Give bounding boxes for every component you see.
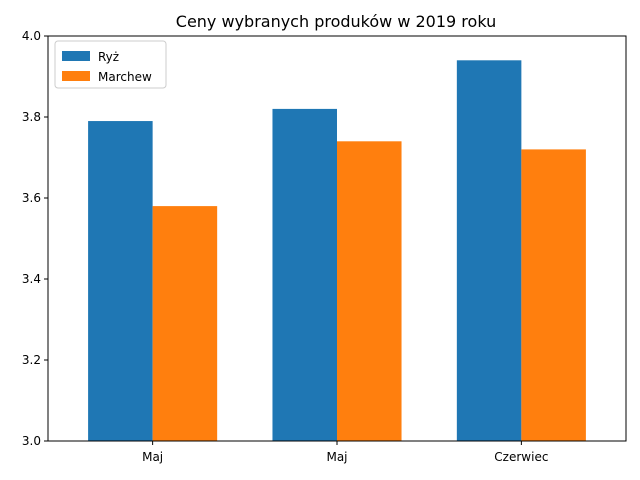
bar-ry-2 — [456, 60, 522, 442]
x-tick-label-2: Czerwiec — [494, 450, 548, 464]
x-tick-label-1: Maj — [326, 450, 347, 464]
y-tick-label-4: 3.8 — [22, 110, 41, 124]
x-tick-label-0: Maj — [142, 450, 163, 464]
bar-marchew-2 — [521, 149, 586, 441]
bar-ry-0 — [88, 121, 153, 442]
legend-label-0: Ryż — [98, 50, 119, 64]
bar-ry-1 — [272, 108, 337, 442]
chart-title: Ceny wybranych produków w 2019 roku — [176, 12, 496, 31]
legend: Ryż Marchew — [54, 40, 167, 89]
x-axis: Maj Maj Czerwiec — [142, 441, 548, 464]
bars-group — [88, 60, 586, 442]
bar-marchew-0 — [152, 206, 218, 441]
y-axis: 3.0 3.2 3.4 3.6 3.8 4.0 — [22, 29, 48, 448]
y-tick-label-5: 4.0 — [22, 29, 41, 43]
legend-label-1: Marchew — [98, 70, 152, 84]
bar-marchew-1 — [337, 141, 402, 442]
y-tick-label-1: 3.2 — [22, 353, 41, 367]
y-tick-label-2: 3.4 — [22, 272, 41, 286]
legend-swatch-0 — [62, 51, 90, 61]
y-tick-label-3: 3.6 — [22, 191, 41, 205]
y-tick-label-0: 3.0 — [22, 434, 41, 448]
legend-swatch-1 — [62, 71, 90, 81]
